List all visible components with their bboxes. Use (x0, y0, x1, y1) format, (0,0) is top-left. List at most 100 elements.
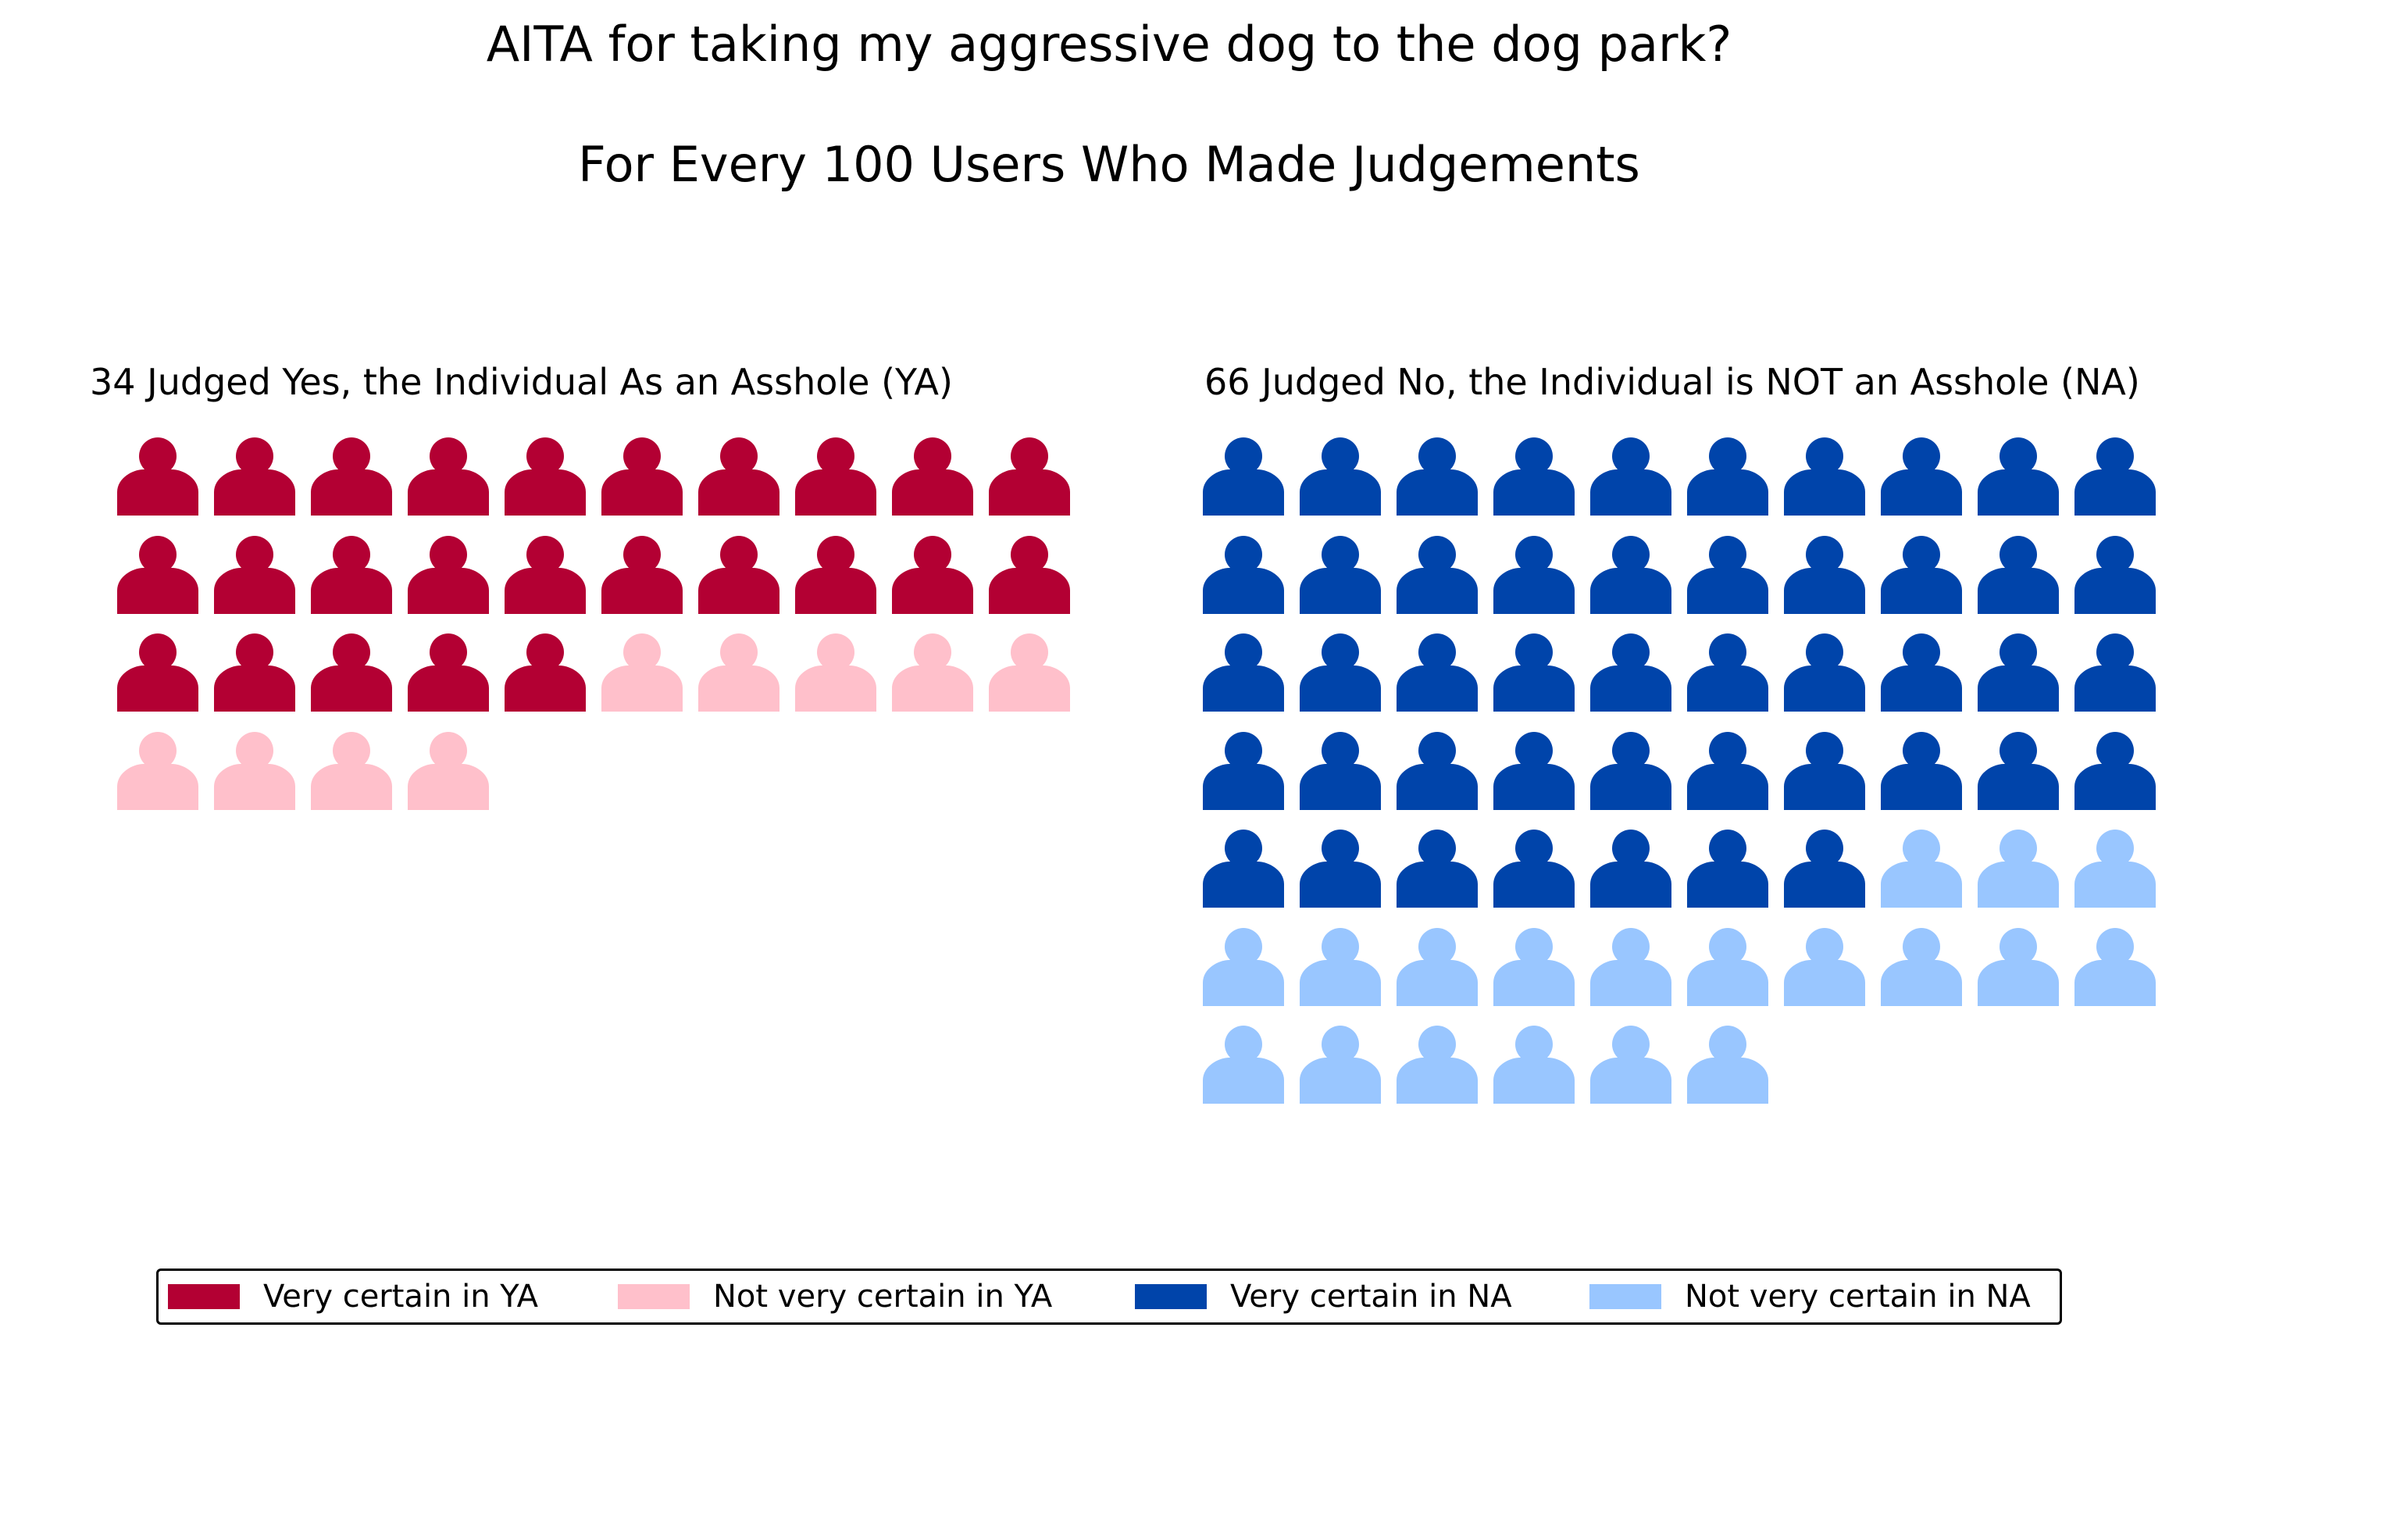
person-icon (1687, 830, 1768, 908)
person-icon (1978, 535, 2059, 614)
legend-label: Very certain in NA (1230, 1279, 1512, 1315)
person-icon (1300, 731, 1381, 810)
chart-title: AITA for taking my aggressive dog to the… (486, 16, 1732, 73)
person-icon (117, 731, 198, 810)
person-icon (1397, 830, 1478, 908)
person-icon (1687, 535, 1768, 614)
person-icon (311, 633, 392, 712)
person-icon (601, 633, 683, 712)
legend-swatch (1135, 1284, 1207, 1309)
person-icon (2074, 830, 2156, 908)
person-icon (892, 535, 973, 614)
person-icon (1397, 633, 1478, 712)
legend-label: Not very certain in NA (1685, 1279, 2031, 1315)
person-icon (214, 731, 295, 810)
person-icon (1397, 1026, 1478, 1104)
person-icon (117, 535, 198, 614)
person-icon (1881, 535, 1962, 614)
legend-item-very-certain-na: Very certain in NA (1135, 1271, 1512, 1322)
person-icon (1300, 830, 1381, 908)
person-icon (795, 535, 876, 614)
person-icon (1978, 731, 2059, 810)
person-icon (1493, 437, 1575, 516)
person-icon (1203, 633, 1284, 712)
person-icon (698, 437, 779, 516)
person-icon (1784, 437, 1865, 516)
person-icon (311, 535, 392, 614)
person-icon (698, 535, 779, 614)
legend: Very certain in YA Not very certain in Y… (156, 1269, 2062, 1325)
person-icon (892, 633, 973, 712)
person-icon (505, 535, 586, 614)
person-icon (408, 437, 489, 516)
person-icon (1300, 927, 1381, 1006)
person-icon (989, 535, 1070, 614)
person-icon (117, 633, 198, 712)
person-icon (1590, 830, 1671, 908)
person-icon (1397, 927, 1478, 1006)
person-icon (1590, 1026, 1671, 1104)
person-icon (1881, 731, 1962, 810)
person-icon (214, 535, 295, 614)
person-icon (1300, 535, 1381, 614)
person-icon (1687, 633, 1768, 712)
person-icon (408, 731, 489, 810)
person-icon (1397, 731, 1478, 810)
person-icon (1881, 437, 1962, 516)
person-icon (408, 535, 489, 614)
person-icon (505, 437, 586, 516)
person-icon (1978, 437, 2059, 516)
legend-swatch (618, 1284, 690, 1309)
person-icon (1784, 731, 1865, 810)
person-icon (1203, 535, 1284, 614)
person-icon (1493, 1026, 1575, 1104)
person-icon (795, 437, 876, 516)
person-icon (2074, 927, 2156, 1006)
person-icon (1590, 633, 1671, 712)
person-icon (1493, 633, 1575, 712)
person-icon (117, 437, 198, 516)
person-icon (1590, 731, 1671, 810)
person-icon (1300, 1026, 1381, 1104)
person-icon (1687, 731, 1768, 810)
person-icon (214, 633, 295, 712)
person-icon (1978, 633, 2059, 712)
person-icon (1687, 1026, 1768, 1104)
person-icon (1687, 927, 1768, 1006)
legend-swatch (168, 1284, 240, 1309)
person-icon (1881, 830, 1962, 908)
person-icon (1493, 830, 1575, 908)
person-icon (795, 633, 876, 712)
person-icon (2074, 437, 2156, 516)
person-icon (214, 437, 295, 516)
legend-item-not-very-certain-ya: Not very certain in YA (618, 1271, 1052, 1322)
person-icon (311, 437, 392, 516)
person-icon (1784, 633, 1865, 712)
person-icon (1300, 437, 1381, 516)
person-icon (1203, 1026, 1284, 1104)
person-icon (1978, 927, 2059, 1006)
person-icon (1493, 927, 1575, 1006)
person-icon (698, 633, 779, 712)
legend-item-not-very-certain-na: Not very certain in NA (1589, 1271, 2031, 1322)
person-icon (989, 633, 1070, 712)
panel-title-na: 66 Judged No, the Individual is NOT an A… (1204, 361, 2140, 403)
person-icon (601, 535, 683, 614)
person-icon (1978, 830, 2059, 908)
person-icon (1203, 437, 1284, 516)
person-icon (1397, 437, 1478, 516)
person-icon (989, 437, 1070, 516)
person-icon (2074, 731, 2156, 810)
person-icon (505, 633, 586, 712)
person-icon (1881, 633, 1962, 712)
person-icon (311, 731, 392, 810)
person-icon (1881, 927, 1962, 1006)
person-icon (408, 633, 489, 712)
person-icon (2074, 535, 2156, 614)
legend-item-very-certain-ya: Very certain in YA (168, 1271, 538, 1322)
person-icon (1784, 830, 1865, 908)
legend-label: Not very certain in YA (713, 1279, 1053, 1315)
person-icon (1203, 731, 1284, 810)
person-icon (892, 437, 973, 516)
chart-subtitle: For Every 100 Users Who Made Judgements (578, 136, 1640, 193)
